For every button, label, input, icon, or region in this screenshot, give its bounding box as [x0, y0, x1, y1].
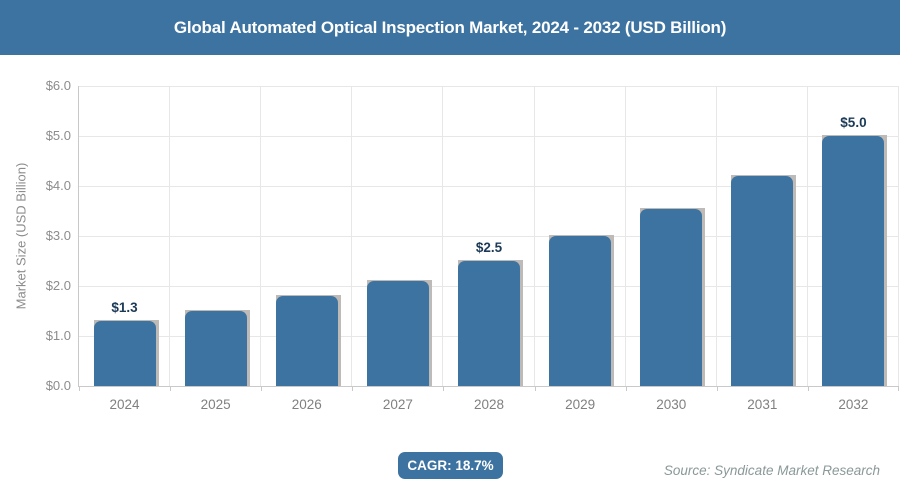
gridline-horizontal [79, 186, 899, 187]
gridline-vertical [169, 86, 171, 386]
axis-tick [898, 386, 899, 391]
x-tick-label: 2030 [656, 397, 687, 412]
axis-tick [716, 386, 718, 391]
gridline-vertical [624, 86, 626, 386]
bar-2029 [549, 236, 612, 386]
axis-tick [534, 386, 536, 391]
gridline-horizontal [79, 236, 899, 237]
x-tick-label: 2029 [565, 397, 596, 412]
axis-tick [807, 386, 809, 391]
axis-tick [625, 386, 627, 391]
axis-tick [261, 386, 263, 391]
axis-tick [79, 386, 80, 391]
bar-value-label: $5.0 [840, 115, 867, 130]
gridline-vertical [351, 86, 353, 386]
y-tick-label: $5.0 [45, 128, 71, 143]
x-tick-label: 2032 [838, 397, 869, 412]
x-tick-label: 2031 [747, 397, 778, 412]
bar-2032 [822, 136, 885, 386]
gridline-vertical [806, 86, 808, 386]
y-axis-title: Market Size (USD Billion) [13, 162, 29, 310]
bar-value-label: $2.5 [475, 240, 503, 255]
y-tick-label: $6.0 [45, 78, 71, 93]
bar-2028 [458, 261, 520, 386]
x-tick-label: 2027 [382, 397, 413, 412]
x-tick-label: 2028 [473, 397, 505, 412]
chart-title: Global Automated Optical Inspection Mark… [173, 18, 727, 37]
gridline-vertical [533, 86, 535, 386]
y-tick-label: $2.0 [45, 278, 71, 293]
chart-title-bar: Global Automated Optical Inspection Mark… [0, 0, 900, 55]
gridline-vertical [442, 86, 444, 386]
bar-2027 [366, 281, 429, 386]
cagr-badge: CAGR: 18.7% [398, 452, 503, 479]
plot-area: $0.0 $1.0 $2.0 $3.0 $4.0 $5.0 $6.0 2024 $1.3 2025… [46, 78, 899, 412]
bar-2025 [184, 311, 247, 386]
bar-2030 [640, 208, 703, 386]
bar-2031 [731, 176, 794, 386]
x-tick-label: 2024 [109, 397, 140, 412]
y-tick-label: $1.0 [45, 328, 71, 343]
source-credit: Source: Syndicate Market Research [663, 463, 880, 478]
gridline-horizontal [79, 136, 899, 137]
y-tick-label: $0.0 [45, 378, 71, 393]
axis-tick [443, 386, 445, 391]
y-tick-label: $4.0 [45, 178, 71, 193]
x-tick-label: 2025 [200, 397, 231, 412]
gridline-vertical [715, 86, 717, 386]
y-tick-label: $3.0 [45, 228, 71, 243]
bar-value-label: $1.3 [111, 300, 138, 315]
axis-tick [352, 386, 354, 391]
gridline-vertical [260, 86, 262, 386]
bar-2026 [275, 296, 338, 386]
x-tick-label: 2026 [291, 397, 322, 412]
gridline-horizontal [79, 86, 899, 87]
bar-2024 [93, 321, 156, 386]
axis-tick [170, 386, 172, 391]
gridline-vertical [898, 86, 899, 386]
